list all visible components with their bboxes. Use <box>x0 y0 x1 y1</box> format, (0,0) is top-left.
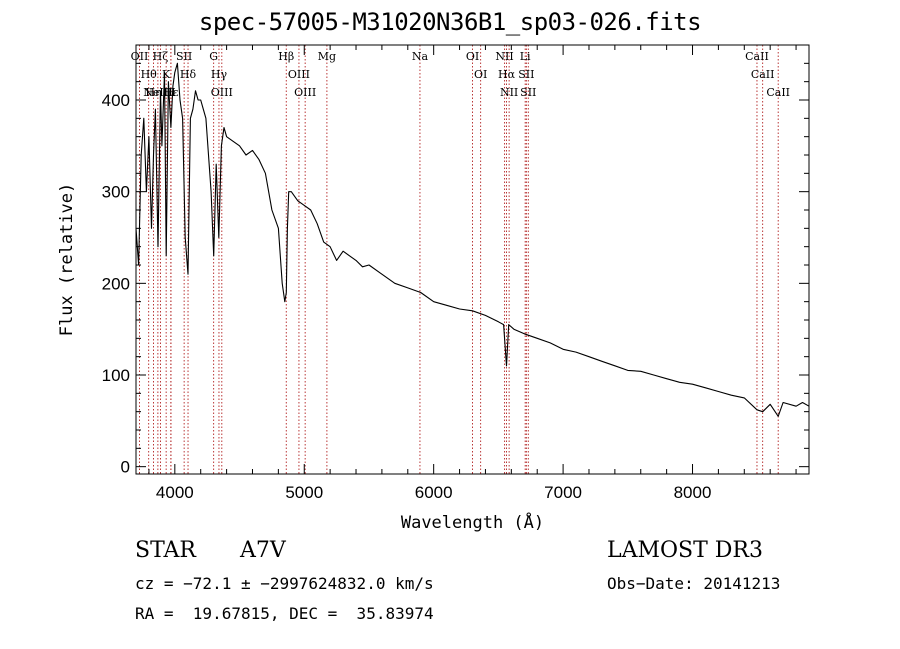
line-label-1: Hθ <box>141 68 158 81</box>
line-label-10: G <box>209 50 218 63</box>
line-label-26: CaII <box>745 50 769 63</box>
plot-frame <box>135 44 810 475</box>
object-subclass: A7V <box>240 538 286 563</box>
line-label-15: OIII <box>294 86 316 99</box>
x-tick-label: 4000 <box>156 483 194 502</box>
redshift-text: cz = −72.1 ± −2997624832.0 km/s <box>135 574 434 593</box>
line-markers <box>139 45 779 474</box>
spectrum-line <box>135 62 810 417</box>
y-tick-label: 400 <box>102 91 130 110</box>
line-label-0: OII <box>131 50 149 63</box>
y-tick-label: 300 <box>102 183 130 202</box>
line-label-2: Hη <box>145 86 161 99</box>
line-label-18: OI <box>466 50 479 63</box>
line-label-5: K <box>162 68 171 81</box>
y-axis: 0 100 200 300 400 <box>102 44 809 477</box>
line-label-23: Li <box>520 50 531 63</box>
obs-date: Obs−Date: 20141213 <box>607 574 781 593</box>
line-label-6: H <box>166 86 176 99</box>
line-label-4: Hζ <box>153 50 169 63</box>
y-tick-label: 200 <box>102 274 130 293</box>
y-tick-label: 100 <box>102 366 130 385</box>
line-label-16: Mg <box>318 50 336 63</box>
line-label-22: NII <box>500 86 518 99</box>
y-axis-label: Flux (relative) <box>57 183 77 337</box>
line-label-12: OIII <box>211 86 233 99</box>
line-label-3: NeIII <box>143 86 172 99</box>
x-axis: 4000 5000 6000 7000 8000 <box>148 45 797 502</box>
line-label-21: Hα <box>498 68 516 81</box>
line-label-9: Hδ <box>180 68 197 81</box>
coordinates: RA = 19.67815, DEC = 35.83974 <box>135 604 434 623</box>
x-tick-label: 8000 <box>674 483 712 502</box>
line-label-13: Hβ <box>278 50 294 63</box>
line-label-7: Hε <box>163 86 179 99</box>
line-label-25: SII <box>520 86 536 99</box>
x-axis-label: Wavelength (Å) <box>401 511 544 533</box>
survey-name: LAMOST DR3 <box>607 538 763 563</box>
x-tick-label: 6000 <box>415 483 453 502</box>
line-label-11: Hγ <box>211 68 228 81</box>
line-label-17: Na <box>412 50 429 63</box>
line-label-8: SII <box>176 50 192 63</box>
line-label-27: CaII <box>751 68 775 81</box>
chart-title: spec-57005-M31020N36B1_sp03-026.fits <box>198 8 702 36</box>
x-tick-label: 7000 <box>544 483 582 502</box>
line-label-14: OIII <box>288 68 310 81</box>
line-label-28: CaII <box>766 86 790 99</box>
object-class: STAR <box>135 538 196 563</box>
line-label-24: SII <box>518 68 534 81</box>
x-tick-label: 5000 <box>285 483 323 502</box>
line-label-19: OI <box>474 68 487 81</box>
line-label-20: NII <box>495 50 513 63</box>
y-tick-label: 0 <box>121 458 130 477</box>
